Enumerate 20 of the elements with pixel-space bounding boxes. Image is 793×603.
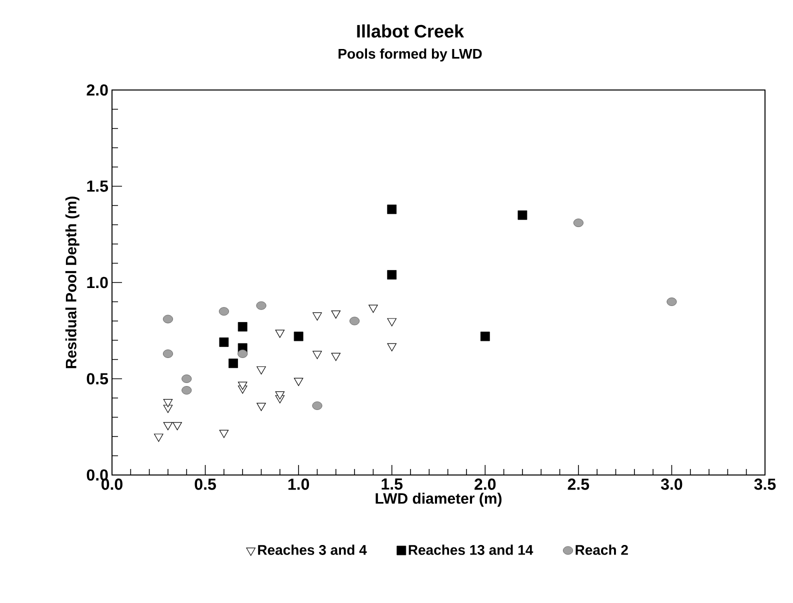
y-tick-label: 0.0 [86,469,108,481]
legend-label: Reaches 13 and 14 [408,544,534,555]
chart-subtitle: Pools formed by LWD [338,48,482,62]
legend-label: Reach 2 [576,544,628,555]
x-tick-label: 0.5 [194,478,216,490]
chart-title: Illabot Creek [357,24,464,38]
x-tick-label: 3.0 [660,478,682,490]
legend-label: Reaches 3 and 4 [258,544,367,555]
x-tick-label: 1.5 [382,478,403,490]
x-tick-label: 1.0 [288,478,310,490]
x-tick-label: 3.5 [754,478,776,490]
x-axis-title: LWD diameter (m) [376,492,502,507]
y-axis-title: Residual Pool Depth (m) [65,196,80,368]
x-tick-label: 0.0 [102,478,122,490]
y-tick-label: 0.5 [86,373,108,384]
y-tick-label: 1.5 [87,180,108,192]
y-tick-label: 1.0 [87,276,108,288]
x-tick-label: 2.5 [568,478,590,490]
x-tick-label: 2.0 [474,478,496,490]
y-tick-label: 2.0 [86,84,108,96]
